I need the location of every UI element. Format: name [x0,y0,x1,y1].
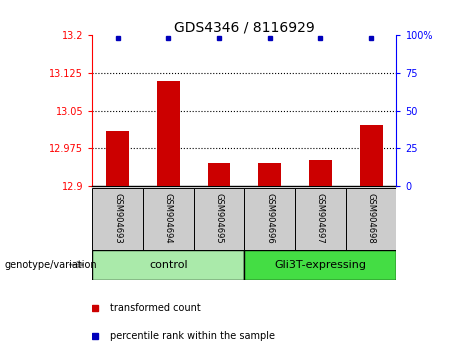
Text: GSM904695: GSM904695 [214,193,224,244]
Bar [207,163,230,186]
Text: GSM904698: GSM904698 [366,193,376,244]
Bar [194,188,244,250]
Bar [360,125,383,186]
Bar [92,250,244,280]
Bar [106,131,129,186]
Text: GSM904697: GSM904697 [316,193,325,244]
Bar [346,188,396,250]
Bar [92,188,143,250]
Title: GDS4346 / 8116929: GDS4346 / 8116929 [174,20,315,34]
Text: GSM904696: GSM904696 [265,193,274,244]
Bar [157,80,180,186]
Bar [295,188,346,250]
Text: transformed count: transformed count [111,303,201,313]
Bar [258,163,281,186]
Text: percentile rank within the sample: percentile rank within the sample [111,331,276,341]
Bar [309,160,332,186]
Text: genotype/variation: genotype/variation [5,259,97,270]
Bar [244,250,396,280]
Bar [244,188,295,250]
Bar [143,188,194,250]
Text: Gli3T-expressing: Gli3T-expressing [274,259,366,270]
Text: GSM904693: GSM904693 [113,193,122,244]
Text: GSM904694: GSM904694 [164,193,173,244]
Text: control: control [149,259,188,270]
